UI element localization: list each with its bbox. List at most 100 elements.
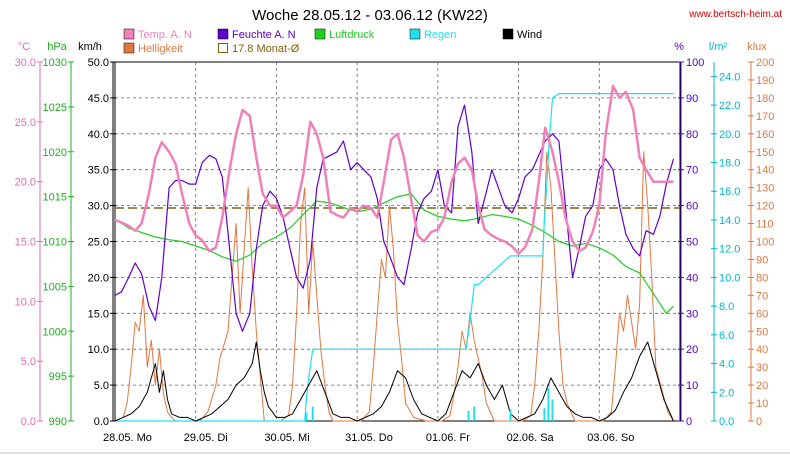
- legend-swatch: [217, 28, 229, 40]
- x-tick-label: 03.06. So: [587, 432, 634, 444]
- tick-label: 40: [756, 344, 768, 356]
- x-tick-label: 30.05. Mi: [264, 432, 309, 444]
- legend-entry: Temp. A. N: [123, 28, 192, 41]
- tick-label: 1030: [43, 57, 67, 69]
- tick-label: 10: [686, 380, 698, 392]
- tick-label: 20: [686, 344, 698, 356]
- tick-label: 50: [686, 237, 698, 249]
- tick-label: 40: [686, 272, 698, 284]
- tick-label: 30.0: [15, 57, 36, 69]
- chart-title: Woche 28.05.12 - 03.06.12 (KW22): [252, 7, 488, 24]
- source-link[interactable]: www.bertsch-heim.at: [688, 9, 782, 20]
- tick-label: 10: [756, 398, 768, 410]
- tick-label: 4.0: [719, 359, 734, 371]
- tick-label: 50.0: [88, 57, 109, 69]
- legend-entry: Helligkeit: [123, 42, 183, 55]
- legend-swatch: [218, 43, 228, 53]
- axis-hum: 0 10 20 30 40 50 60 70 80 90 100%: [674, 41, 704, 428]
- tick-label: 0.0: [94, 416, 109, 428]
- tick-label: 90: [686, 93, 698, 105]
- tick-label: 6.0: [719, 330, 734, 342]
- tick-label: 8.0: [719, 301, 734, 313]
- tick-label: 10.0: [15, 296, 36, 308]
- tick-label: 15.0: [88, 308, 109, 320]
- legend-swatch: [409, 28, 421, 40]
- tick-label: 60: [686, 201, 698, 213]
- tick-label: 24.0: [719, 71, 740, 83]
- tick-label: 1020: [43, 147, 67, 159]
- series-line-helligkeit: [114, 151, 674, 422]
- tick-label: 70: [686, 165, 698, 177]
- axis-unit: klux: [747, 41, 767, 53]
- tick-label: 100: [686, 57, 704, 69]
- legend-label: Luftdruck: [329, 29, 375, 41]
- tick-label: 200: [756, 57, 774, 69]
- axis-unit: km/h: [78, 41, 102, 53]
- tick-label: 140: [756, 165, 774, 177]
- tick-label: 0: [686, 416, 692, 428]
- legend-label: Helligkeit: [138, 43, 183, 55]
- legend-label: Regen: [424, 29, 456, 41]
- series-line-temp-a-n: [114, 84, 674, 255]
- tick-label: 14.0: [719, 215, 740, 227]
- tick-label: 30: [686, 308, 698, 320]
- series-line-feuchte-a-n: [114, 104, 675, 332]
- x-tick-label: 31.05. Do: [345, 432, 393, 444]
- tick-label: 170: [756, 111, 774, 123]
- tick-label: 130: [756, 183, 774, 195]
- axis-unit: l/m²: [709, 41, 728, 53]
- tick-label: 20.0: [15, 177, 36, 189]
- tick-label: 990: [49, 416, 67, 428]
- axes: 0.05.010.015.020.025.030.0°C990995100010…: [15, 41, 775, 428]
- series-layer: [114, 84, 680, 422]
- legend: Temp. A. N Feuchte A. N Luftdruck Regen Wind…: [123, 28, 542, 55]
- tick-label: 50: [756, 326, 768, 338]
- legend-entry: 17.8 Monat-Ø: [218, 43, 300, 55]
- tick-label: 30.0: [88, 201, 109, 213]
- axis-wind: 0.0 5.0 10.0 15.0 20.0 25.0 30.0 35.0 40.0 45.0 50…: [78, 41, 116, 428]
- legend-entry: Wind: [502, 28, 542, 41]
- tick-label: 25.0: [88, 237, 109, 249]
- tick-label: 10.0: [719, 272, 740, 284]
- tick-label: 0.0: [21, 416, 36, 428]
- tick-label: 5.0: [21, 356, 36, 368]
- tick-label: 12.0: [719, 244, 740, 256]
- series-line-luftdruck: [114, 193, 674, 314]
- tick-label: 1005: [43, 281, 67, 293]
- legend-entry: Regen: [409, 28, 456, 41]
- series-line-wind: [114, 341, 674, 422]
- tick-label: 40.0: [88, 129, 109, 141]
- legend-label: Temp. A. N: [138, 29, 192, 41]
- tick-label: 20.0: [719, 129, 740, 141]
- tick-label: 190: [756, 75, 774, 87]
- x-tick-label: 28.05. Mo: [103, 432, 152, 444]
- tick-label: 5.0: [94, 380, 109, 392]
- tick-label: 90: [756, 254, 768, 266]
- series-line-regen: [115, 92, 674, 422]
- legend-swatch: [502, 28, 514, 40]
- x-axis-labels: 28.05. Mo 29.05. Di 30.05. Mi 31.05. Do 01.0…: [0, 432, 790, 454]
- legend-label: 17.8 Monat-Ø: [232, 43, 300, 55]
- legend-label: Feuchte A. N: [232, 29, 296, 41]
- tick-label: 10.0: [88, 344, 109, 356]
- axis-temp: 0.0 5.0 10.0 15.0 20.0 25.0 30.0 °C: [15, 41, 43, 428]
- axis-unit: %: [674, 41, 684, 53]
- tick-label: 18.0: [719, 158, 740, 170]
- tick-label: 80: [686, 129, 698, 141]
- x-tick-label: 29.05. Di: [184, 432, 228, 444]
- axis-lux: 0 10 20 30 40 50 60 70 80 90 100 110 120 130 140 150 160…: [747, 41, 774, 428]
- tick-label: 70: [756, 290, 768, 302]
- tick-label: 45.0: [88, 93, 109, 105]
- tick-label: 120: [756, 201, 774, 213]
- tick-label: 110: [756, 219, 774, 231]
- tick-label: 180: [756, 93, 774, 105]
- tick-label: 150: [756, 147, 774, 159]
- x-tick-label: 01.06. Fr: [426, 432, 470, 444]
- axis-press: 990 995 1000 1005 1010 1015 1020 1025 1030 hPa: [43, 41, 74, 428]
- tick-label: 1025: [43, 102, 67, 114]
- axis-unit: °C: [18, 41, 30, 53]
- tick-label: 80: [756, 272, 768, 284]
- legend-entry: Luftdruck: [314, 28, 375, 41]
